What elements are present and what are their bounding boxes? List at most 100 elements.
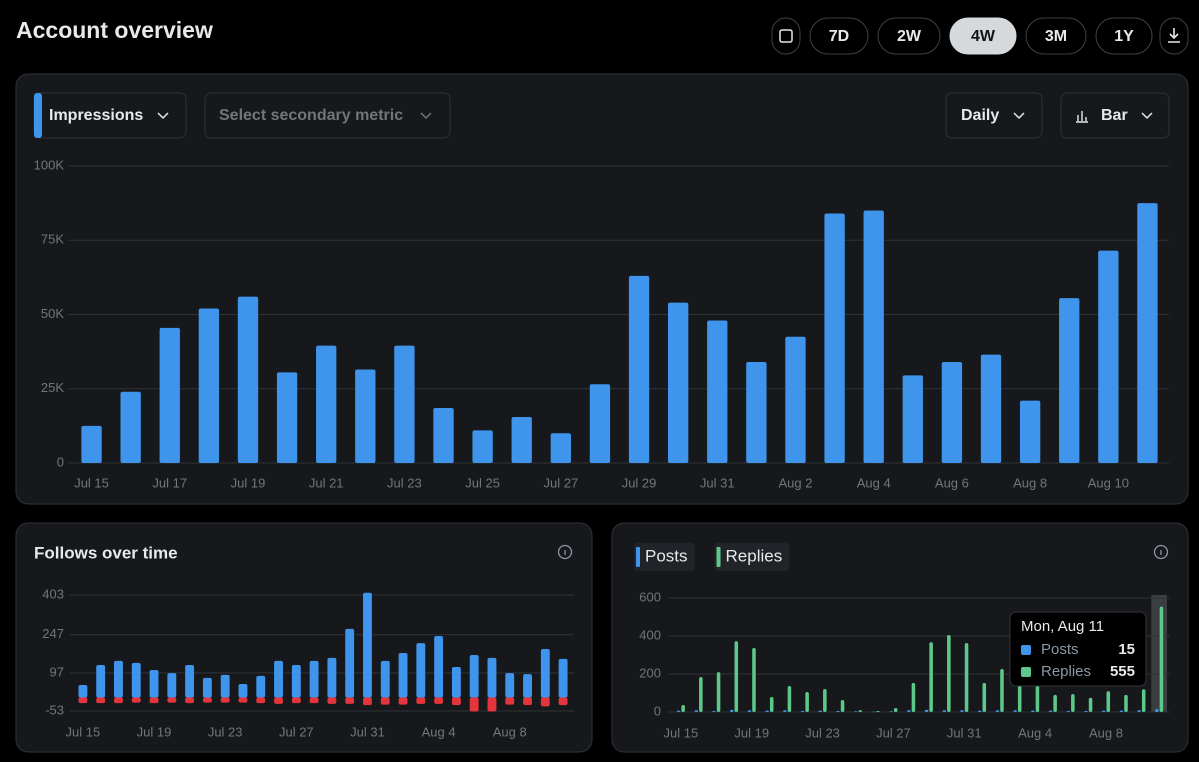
- bar: [274, 660, 283, 698]
- range-button-bg: [1095, 17, 1153, 55]
- x-tick-label: Aug 2: [778, 475, 812, 490]
- range-button[interactable]: 3M: [1025, 17, 1087, 55]
- x-tick-label: Jul 27: [543, 475, 578, 490]
- x-tick-label: Jul 23: [208, 724, 243, 739]
- tooltip-title: Mon, Aug 11: [1021, 618, 1104, 635]
- bar: [256, 675, 266, 698]
- tooltip-name: Posts: [1041, 641, 1079, 658]
- x-tick-label: Jul 31: [947, 725, 982, 740]
- info-icon[interactable]: [557, 544, 573, 560]
- main-panel: [15, 73, 1189, 505]
- primary-metric: Impressions: [49, 107, 143, 124]
- bar: [472, 430, 493, 463]
- bar: [982, 682, 987, 712]
- x-tick-label: Aug 8: [493, 724, 527, 739]
- follows-panel: [15, 522, 593, 753]
- bar: [1088, 697, 1093, 712]
- bar: [550, 433, 572, 463]
- bar: [1071, 693, 1075, 712]
- legend-item[interactable]: Posts: [634, 543, 695, 571]
- range-button[interactable]: 4W: [949, 17, 1017, 55]
- bar: [327, 697, 337, 704]
- bar: [81, 425, 102, 463]
- bar: [451, 667, 461, 698]
- range-button-bg: [877, 17, 941, 55]
- bar: [1119, 710, 1124, 712]
- bar: [911, 682, 916, 712]
- bar: [824, 213, 845, 463]
- primary-metric-select[interactable]: Impressions: [33, 92, 187, 139]
- download-button[interactable]: [1159, 17, 1189, 55]
- calendar-button[interactable]: [771, 17, 801, 55]
- bar: [198, 308, 220, 463]
- bar: [185, 697, 195, 704]
- chart-style-select[interactable]: Bar: [1060, 92, 1170, 139]
- range-button[interactable]: 2W: [877, 17, 941, 55]
- bar: [237, 296, 259, 463]
- bar: [1059, 298, 1080, 463]
- tooltip-value: 555: [1110, 663, 1135, 680]
- bar: [1141, 689, 1146, 712]
- interval-select[interactable]: Daily: [945, 92, 1043, 139]
- bar: [667, 302, 689, 463]
- bar: [149, 670, 159, 698]
- bar: [398, 697, 408, 705]
- bar: [434, 635, 444, 698]
- bar: [220, 697, 230, 703]
- info-icon[interactable]: [1153, 544, 1169, 560]
- bar: [893, 708, 898, 712]
- bar: [1031, 710, 1035, 712]
- range-button[interactable]: 1Y: [1095, 17, 1153, 55]
- chart-style: Bar: [1101, 107, 1128, 124]
- legend-swatch: [716, 547, 721, 567]
- tooltip-bg: [1009, 611, 1147, 687]
- bar: [380, 697, 390, 705]
- range-button-bg: [1025, 17, 1087, 55]
- bar: [505, 673, 515, 698]
- tooltip: Mon, Aug 11 Posts 15 Replies 555: [1009, 611, 1147, 687]
- bar: [78, 697, 88, 704]
- bar: [785, 336, 806, 463]
- bar: [1000, 669, 1004, 712]
- bar: [1084, 710, 1088, 712]
- x-tick-label: Jul 19: [734, 725, 769, 740]
- bar: [676, 710, 681, 712]
- bar: [202, 697, 212, 703]
- bar: [96, 664, 106, 698]
- range-button[interactable]: 7D: [809, 17, 869, 55]
- bar: [924, 709, 929, 712]
- bar: [805, 692, 809, 712]
- legend-bg: [714, 543, 790, 571]
- bar: [309, 697, 319, 704]
- bar: [469, 697, 479, 712]
- bar: [783, 710, 787, 712]
- bar: [1066, 710, 1071, 712]
- bar: [185, 664, 195, 698]
- bar: [159, 327, 180, 463]
- bar: [114, 697, 123, 704]
- y-tick-label: 100K: [34, 157, 65, 172]
- bar: [433, 408, 454, 463]
- bar: [1019, 400, 1041, 463]
- x-tick-label: Jul 31: [700, 475, 735, 490]
- y-tick-label: 25K: [41, 380, 64, 395]
- x-tick-label: Jul 19: [137, 724, 172, 739]
- x-tick-label: Jul 15: [74, 475, 109, 490]
- bar: [256, 697, 266, 704]
- secondary-metric-select[interactable]: Select secondary metric: [204, 92, 451, 139]
- hover-highlight: [1151, 595, 1167, 712]
- bar: [316, 345, 337, 463]
- legend-item[interactable]: Replies: [714, 543, 790, 571]
- bar: [907, 710, 911, 712]
- secondary-metric: Select secondary metric: [219, 107, 403, 124]
- page-title: Account overview: [16, 17, 213, 43]
- bar: [96, 697, 106, 704]
- bar: [487, 657, 497, 698]
- y-tick-label: 0: [57, 454, 64, 469]
- tooltip-swatch: [1021, 667, 1031, 677]
- y-tick-label: 75K: [41, 232, 64, 247]
- x-tick-label: Aug 4: [422, 724, 456, 739]
- bar: [699, 677, 703, 712]
- bar: [902, 375, 923, 463]
